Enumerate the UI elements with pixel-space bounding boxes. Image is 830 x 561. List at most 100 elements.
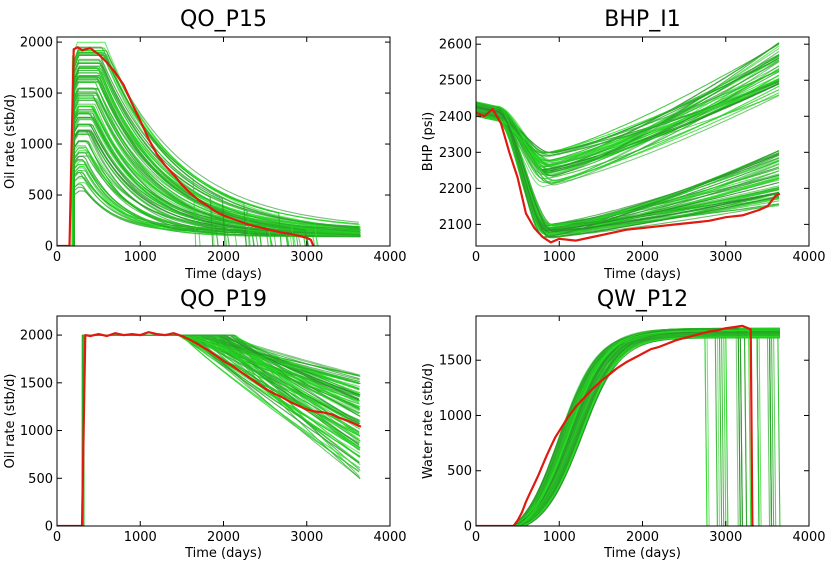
y-tick-label: 2200: [439, 182, 472, 197]
x-tick-label: 2000: [626, 530, 659, 545]
ensemble-member-line: [476, 327, 780, 526]
ensemble-member-line: [476, 334, 780, 526]
ensemble-member-line: [476, 327, 780, 526]
ensemble-member-line: [476, 337, 780, 526]
ensemble-member-line: [476, 328, 780, 526]
panel-title: QO_P15: [180, 7, 267, 32]
ensemble-member-line: [476, 334, 780, 526]
x-tick-label: 1000: [124, 530, 157, 545]
ensemble-member-line: [476, 334, 780, 526]
ensemble-member-line: [57, 41, 360, 246]
panel-title: BHP_I1: [604, 7, 680, 32]
ensemble-member-line: [476, 105, 780, 227]
y-axis-label: Oil rate (stb/d): [3, 94, 18, 189]
panel-qw-p12: QW_P12 Time (days) Water rate (stb/d) 0 1…: [421, 287, 826, 561]
ensemble-member-line: [476, 328, 780, 526]
ensemble-member-line: [476, 335, 780, 526]
ensemble-member-line: [476, 336, 780, 526]
ensemble-member-line: [476, 334, 780, 526]
ensemble-member-line: [476, 330, 780, 526]
ensemble-member-line: [476, 333, 780, 526]
x-tick-label: 4000: [373, 530, 406, 545]
ensemble-member-line: [476, 328, 780, 526]
ensemble-member-line: [57, 112, 359, 246]
ensemble-member-line: [476, 329, 780, 526]
x-tick-label: 1000: [543, 250, 576, 265]
ensemble-member-line: [476, 329, 780, 526]
ensemble-member-line: [476, 334, 780, 526]
y-tick-label: 2300: [439, 146, 472, 161]
ensemble-member-line: [57, 334, 360, 526]
ensemble-member-line: [476, 335, 780, 526]
plot-area: [57, 41, 361, 246]
ensemble-member-line: [476, 327, 780, 526]
ensemble-member-line: [476, 335, 780, 526]
ensemble-member-line: [476, 336, 780, 526]
ensemble-member-line: [476, 329, 780, 526]
x-axis-label: Time (days): [184, 546, 262, 561]
ensemble-member-line: [476, 328, 780, 526]
panel-qo-p15: QO_P15 Time (days) Oil rate (stb/d) 0 100…: [3, 7, 407, 282]
ensemble-member-line: [57, 75, 361, 246]
plot-area: [57, 331, 362, 526]
ensemble-member-line: [476, 328, 780, 526]
ensemble-member-line: [476, 328, 780, 526]
y-tick-label: 2000: [20, 329, 53, 344]
ensemble-member-line: [476, 333, 780, 526]
y-axis-label: BHP (psi): [421, 112, 436, 171]
ensemble-member-line: [476, 94, 780, 165]
ensemble-member-line: [476, 335, 780, 526]
ensemble-member-line: [476, 335, 780, 526]
y-tick-label: 0: [45, 240, 53, 255]
ensemble-member-line: [57, 87, 360, 246]
ensemble-member-line: [476, 101, 780, 228]
x-tick-label: 3000: [709, 250, 742, 265]
x-tick-label: 0: [472, 530, 480, 545]
ensemble-member-line: [476, 334, 780, 526]
y-tick-label: 0: [464, 520, 472, 535]
observed-line: [57, 46, 315, 246]
ensemble-member-line: [476, 334, 780, 526]
x-tick-label: 2000: [626, 250, 659, 265]
ensemble-member-line: [476, 337, 780, 526]
ensemble-member-line: [57, 53, 360, 246]
ensemble-member-line: [476, 329, 780, 526]
y-tick-label: 2000: [20, 36, 53, 51]
ensemble-member-line: [476, 329, 780, 526]
ensemble-member-line: [476, 336, 780, 526]
plot-area: [476, 324, 781, 526]
x-tick-label: 0: [53, 250, 61, 265]
ensemble-member-line: [476, 78, 780, 162]
ensemble-member-line: [476, 333, 780, 526]
ensemble-member-line: [57, 123, 361, 246]
ensemble-member-line: [476, 42, 780, 177]
ensemble-member-line: [476, 337, 780, 526]
ensemble-member-line: [476, 335, 780, 526]
ensemble-member-line: [476, 329, 780, 526]
ensemble-member-line: [57, 140, 361, 246]
observed-line: [476, 324, 755, 526]
y-tick-label: 2600: [439, 38, 472, 53]
ensemble-member-line: [57, 106, 359, 246]
y-tick-label: 2500: [439, 74, 472, 89]
y-tick-label: 0: [45, 520, 53, 535]
ensemble-member-line: [476, 328, 780, 526]
ensemble-member-line: [476, 335, 780, 526]
ensemble-member-line: [476, 336, 780, 526]
y-tick-label: 500: [447, 464, 472, 479]
ensemble-member-line: [476, 104, 780, 238]
ensemble-member-line: [57, 66, 360, 246]
x-tick-label: 3000: [709, 530, 742, 545]
ensemble-member-line: [476, 335, 780, 526]
y-tick-label: 1500: [439, 354, 472, 369]
x-tick-label: 3000: [290, 530, 323, 545]
observed-line: [476, 108, 781, 244]
panel-qo-p19: QO_P19 Time (days) Oil rate (stb/d) 0 100…: [3, 287, 407, 561]
x-tick-label: 0: [53, 530, 61, 545]
ensemble-member-line: [476, 330, 780, 526]
ensemble-member-line: [476, 329, 780, 526]
x-tick-label: 4000: [792, 250, 825, 265]
x-axis-label: Time (days): [603, 267, 681, 282]
ensemble-member-line: [476, 328, 780, 526]
ensemble-member-line: [476, 336, 780, 526]
